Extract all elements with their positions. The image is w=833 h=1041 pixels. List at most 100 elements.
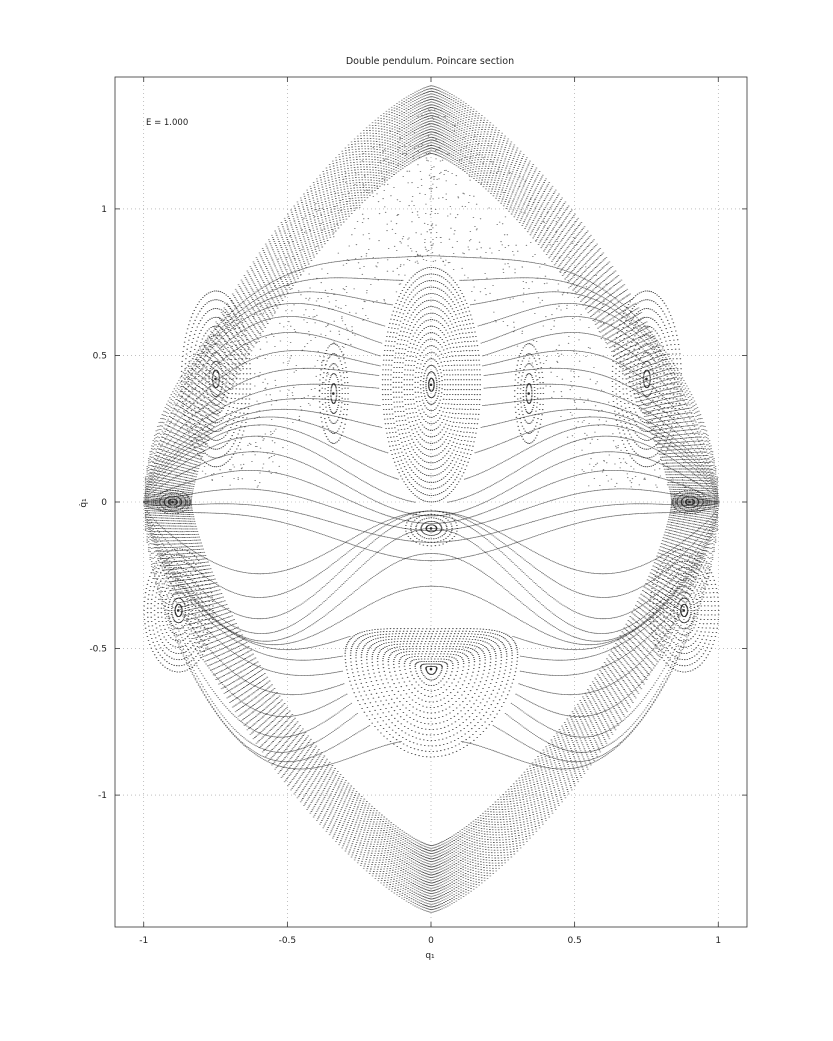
island-orbit-left-upper <box>191 316 241 441</box>
boundary-orbit <box>161 112 701 887</box>
island-orbit-right-lower <box>652 554 716 667</box>
fixed-point-left-lower <box>176 609 180 612</box>
island-orbit-central-upper <box>392 293 471 477</box>
boundary-orbit <box>189 152 673 847</box>
island-orbit-central-lower <box>392 651 470 708</box>
chaotic-band <box>143 255 718 503</box>
island-orbit-central-lower <box>360 635 503 741</box>
island-orbit-central-lower <box>355 633 508 747</box>
island-orbit-central-upper <box>403 319 460 451</box>
island-orbit-left-upper <box>197 334 234 424</box>
island-orbit-central-upper <box>427 377 435 392</box>
boundary-orbit <box>186 147 677 852</box>
x-tick-label: -0.5 <box>279 936 297 946</box>
fixed-point-left-inner <box>332 392 335 395</box>
island-orbit-central-upper <box>419 358 444 412</box>
x-tick-label: -1 <box>139 936 148 946</box>
island-orbit-left-upper <box>204 352 228 406</box>
boundary-orbit <box>160 109 703 889</box>
island-orbit-central-upper <box>400 312 462 457</box>
island-orbit-central-lower <box>344 628 519 758</box>
fixed-point-central-lower <box>429 667 433 671</box>
island-orbit-left-lower <box>174 603 183 617</box>
island-orbit-central-upper <box>422 364 441 405</box>
island-orbit-central-lower <box>403 656 460 697</box>
island-orbit-left-lower <box>160 579 197 642</box>
y-tick-label: 1 <box>101 205 107 215</box>
island-orbit-central-upper <box>425 371 438 399</box>
island-orbit-left-upper <box>201 343 231 415</box>
boundary-orbit <box>165 117 698 881</box>
island-orbit-central-lower <box>349 630 513 752</box>
island-orbit-central-upper <box>387 280 476 490</box>
island-orbit-central-upper <box>381 267 481 503</box>
fixed-point-right-inner <box>527 392 530 395</box>
island-orbit-right-lower <box>655 560 713 661</box>
boundary-orbit <box>156 104 707 895</box>
x-tick-label: 0 <box>428 936 434 946</box>
fixed-point-left-edge-small <box>171 500 174 504</box>
boundary-orbit <box>178 136 685 863</box>
island-orbit-left-upper <box>194 325 238 432</box>
island-orbit-right-upper <box>628 334 665 424</box>
island-orbit-right-upper <box>642 369 652 389</box>
chart-title: Double pendulum. Poincare section <box>346 56 514 67</box>
boundary-orbit <box>169 123 694 876</box>
island-orbit-central-upper <box>389 286 473 483</box>
y-tick-label: 0.5 <box>93 351 107 361</box>
island-orbit-right-upper <box>615 299 679 459</box>
island-orbit-central-lower <box>425 666 438 675</box>
fixed-point-right-upper <box>645 377 648 381</box>
island-orbit-left-lower <box>153 567 204 654</box>
y-tick-label: 0 <box>101 498 107 508</box>
island-orbit-right-edge-small <box>684 498 696 506</box>
boundary-orbit <box>184 144 679 855</box>
island-orbit-central-upper <box>408 332 454 438</box>
y-tick-label: -1 <box>98 791 107 801</box>
island-orbit-left-inner <box>321 353 346 434</box>
x-axis-label: q₁ <box>425 951 435 961</box>
energy-annotation: E = 1.000 <box>146 118 188 128</box>
island-orbit-central-lower <box>414 661 449 686</box>
island-orbit-central-lower <box>382 645 481 719</box>
poincare-orbits <box>143 85 720 913</box>
island-orbit-right-upper <box>625 325 669 432</box>
island-orbit-central-upper <box>417 351 446 418</box>
island-orbit-central-upper <box>411 338 452 431</box>
island-orbit-central-lower <box>419 663 443 681</box>
y-axis-label: q̇₁ <box>79 498 89 508</box>
fixed-point-central-upper <box>429 383 433 387</box>
chaotic-sea <box>165 109 698 488</box>
island-orbit-central-lower <box>387 648 476 714</box>
island-orbit-central-upper <box>414 345 449 425</box>
boundary-orbit <box>145 88 718 911</box>
fixed-point-right-edge-small <box>688 500 691 504</box>
island-orbit-central-lower <box>366 638 497 736</box>
island-orbit-right-upper <box>632 343 662 415</box>
island-orbit-central-upper <box>395 299 468 470</box>
island-orbit-left-edge-small <box>167 498 178 506</box>
axis-ticks: -1 -0.5 0 0.5 1 1 0.5 0 -0.5 -1 <box>89 77 747 946</box>
fixed-point-right-lower <box>682 609 686 612</box>
island-orbit-central-upper <box>406 325 457 444</box>
island-orbit-central-upper <box>398 306 465 464</box>
island-orbit-central-lower <box>376 643 487 725</box>
island-orbit-central-lower <box>398 653 465 703</box>
island-orbit-left-upper <box>208 360 224 397</box>
island-orbit-right-lower <box>673 591 696 630</box>
boundary-orbit <box>148 93 715 905</box>
island-orbit-right-inner <box>522 373 536 414</box>
x-tick-label: 0.5 <box>567 936 581 946</box>
island-orbit-central-upper <box>384 273 479 496</box>
island-orbit-right-upper <box>635 352 658 406</box>
island-orbit-mid-small <box>415 517 448 540</box>
island-orbit-central-lower <box>409 658 454 692</box>
island-orbit-left-lower <box>164 585 194 636</box>
fixed-point-left-upper <box>214 377 217 381</box>
island-orbit-central-lower <box>371 640 492 730</box>
boundary-orbit <box>167 120 696 879</box>
y-tick-label: -0.5 <box>89 645 107 655</box>
boundary-orbit <box>147 90 716 908</box>
